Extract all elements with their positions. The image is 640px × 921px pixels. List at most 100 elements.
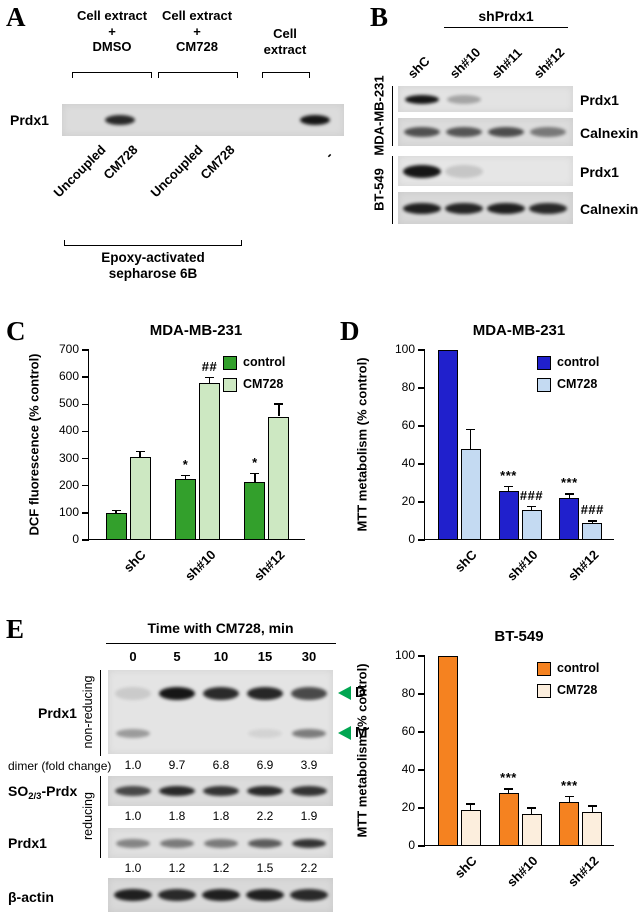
bar-sh#10-CM728: [199, 382, 220, 540]
panel-b-header-line: [444, 27, 568, 28]
error-bar: [208, 377, 211, 383]
y-axis-tick: [82, 484, 89, 487]
error-bar-cap: [274, 403, 284, 405]
bar-sh#12-CM728: [582, 522, 603, 540]
legend-swatch-CM728: [537, 378, 551, 392]
dimer-arrowhead-icon: [338, 686, 351, 700]
panel-e-actin-blot: [108, 878, 333, 912]
panel-b-lane-label-sh10: sh#10: [446, 44, 484, 82]
prdx1-fold-value: 1.0: [124, 861, 142, 875]
protein-band: [487, 202, 525, 214]
y-tick-label: 0: [408, 838, 415, 852]
dimer-fold-value: 3.9: [300, 758, 318, 772]
protein-band: [202, 889, 240, 901]
protein-band: [115, 786, 151, 796]
error-bar: [568, 494, 571, 499]
panel-b-blot-bt549-calnexin: [398, 192, 573, 224]
y-tick-label: 80: [401, 380, 415, 394]
y-axis-tick: [82, 512, 89, 514]
panel-a-lane-label-1: CM728: [100, 142, 141, 183]
panel-a-bottom-bracket: [64, 240, 242, 246]
y-axis-tick: [418, 655, 425, 657]
legend-swatch-control: [223, 356, 237, 370]
panel-b-lane-label-sh11: sh#11: [488, 45, 525, 82]
significance-label: ***: [500, 467, 517, 483]
mtt-mda-bar-chart: 0 20 40 60 80 100 shC sh#10 *** ### sh#12 *** ### con…: [395, 342, 614, 584]
mtt-mda-chart-title: MDA-MB-231: [472, 322, 566, 339]
significance-label: ##: [201, 358, 218, 374]
bar-shC-CM728: [460, 448, 481, 540]
panel-e-nonreducing-blot: [108, 670, 333, 754]
protein-band: [114, 889, 152, 901]
y-axis-tick: [418, 349, 425, 351]
y-tick-label: 700: [58, 342, 79, 356]
panel-e-so-value-row: 1.0 1.8 1.8 2.2 1.9: [0, 809, 640, 824]
bar-shC-control: [437, 350, 458, 540]
bar-sh#10-control: [175, 478, 196, 540]
legend-label-CM728: CM728: [557, 683, 598, 697]
protein-band: [116, 728, 150, 738]
so-label-post: -Prdx: [41, 783, 78, 799]
bar-sh#10-CM728: [521, 509, 542, 540]
error-bar: [530, 506, 533, 510]
legend-swatch-control: [537, 356, 551, 370]
protein-band: [116, 838, 150, 848]
lane-number: 10: [213, 649, 229, 664]
bar-sh#12-CM728: [582, 811, 603, 846]
y-tick-label: 100: [394, 648, 415, 662]
error-bar-cap: [504, 788, 513, 790]
panel-e-group-line-reducing: [100, 776, 101, 858]
so-fold-value: 1.9: [300, 809, 318, 823]
dimer-label: D: [355, 684, 366, 701]
prdx1-fold-value: 1.2: [212, 861, 230, 875]
error-bar: [591, 806, 594, 812]
y-axis-tick: [418, 807, 425, 809]
panel-e-letter: E: [6, 614, 25, 644]
protein-band: [246, 889, 284, 901]
x-category-label: sh#10: [503, 547, 541, 584]
bar-sh#12-control: [559, 802, 580, 846]
y-axis-tick: [418, 387, 425, 389]
prdx1-fold-value: 2.2: [300, 861, 318, 875]
so-fold-value: 1.8: [212, 809, 230, 823]
protein-band: [403, 202, 441, 214]
bar-sh#12-control: [559, 498, 580, 540]
dcf-bar-chart: 0 100 200 300 400 500 600 700 shC sh#10 * ## sh#12 * c…: [59, 342, 305, 584]
significance-label: ###: [580, 502, 604, 517]
dimer-fold-value: 6.9: [256, 758, 274, 772]
protein-band: [115, 686, 151, 700]
y-axis-tick: [418, 845, 425, 847]
so-fold-value: 1.8: [168, 809, 186, 823]
panel-e-so-prdx-label: SO2/3-Prdx: [8, 783, 77, 802]
significance-label: *: [252, 454, 258, 470]
y-axis-tick: [418, 501, 425, 503]
y-axis-tick: [418, 539, 425, 541]
panel-e-dimer-value-row: 1.0 9.7 6.8 6.9 3.9: [0, 758, 640, 773]
protein-band: [447, 94, 481, 104]
error-bar: [184, 475, 187, 479]
bar-shC-CM728: [129, 457, 151, 540]
error-bar-cap: [527, 505, 536, 508]
protein-band: [488, 127, 524, 137]
y-axis-tick: [418, 425, 425, 427]
protein-band: [445, 164, 483, 178]
dimer-fold-value: 9.7: [168, 758, 186, 772]
panel-b-lane-label-shc: shC: [404, 53, 433, 82]
protein-band: [159, 786, 195, 796]
dcf-chart-ylabel: DCF fluorescence (% control): [26, 353, 42, 536]
y-tick-label: 40: [401, 762, 415, 776]
error-bar: [115, 510, 117, 513]
protein-band: [291, 686, 327, 700]
panel-a-bracket-dmso: [72, 72, 152, 78]
protein-band: [292, 838, 326, 848]
x-category-label: sh#10: [181, 547, 219, 584]
error-bar-cap: [504, 485, 513, 488]
bar-sh#12-CM728: [268, 416, 290, 540]
y-axis-tick: [82, 376, 89, 378]
protein-band: [300, 115, 330, 125]
legend-label-control: control: [557, 661, 600, 675]
bar-sh#12-control: [244, 481, 266, 540]
y-axis-tick: [418, 463, 425, 465]
legend-swatch-CM728: [537, 684, 551, 698]
legend-label-CM728: CM728: [557, 377, 598, 391]
